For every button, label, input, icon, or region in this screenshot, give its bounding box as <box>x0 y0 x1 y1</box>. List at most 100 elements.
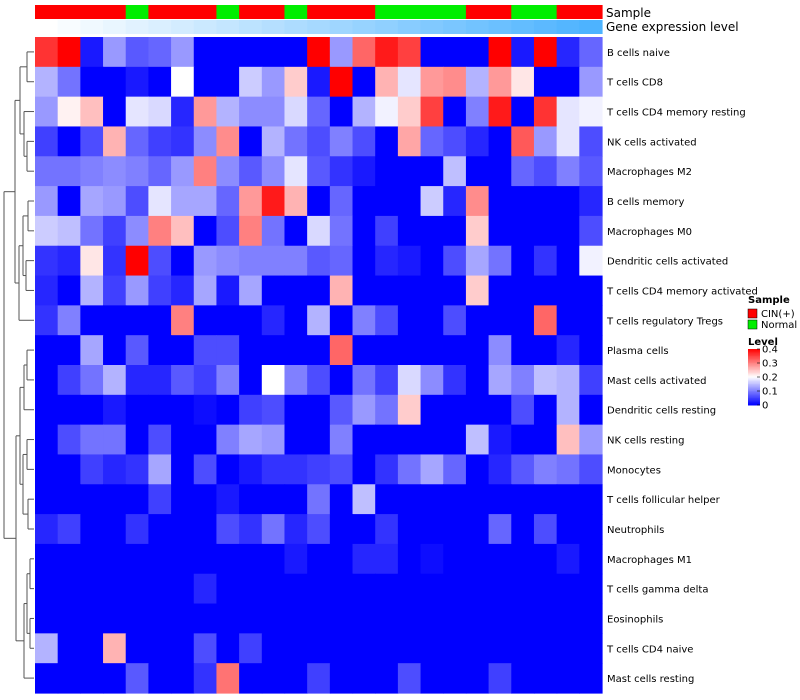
heatmap-cell <box>307 37 331 68</box>
heatmap-cell <box>103 454 127 485</box>
heatmap-cell <box>329 543 354 575</box>
heatmap-cell <box>239 663 263 694</box>
heatmap-cell <box>556 156 580 187</box>
heatmap-cell <box>239 514 263 545</box>
heatmap-cell <box>171 573 195 605</box>
heatmap-cell <box>261 245 286 277</box>
heatmap-cell <box>533 424 558 456</box>
heatmap-cell <box>533 186 558 217</box>
heatmap-cell <box>35 37 59 68</box>
heatmap-cell <box>125 186 149 217</box>
heatmap-cell <box>193 573 218 605</box>
heatmap-cell <box>80 156 104 187</box>
expression-annotation-cell <box>148 20 172 34</box>
heatmap-cell <box>397 603 422 634</box>
heatmap-cell <box>397 215 422 247</box>
heatmap-cell <box>352 305 376 336</box>
heatmap-cell <box>556 37 580 68</box>
sample-annotation-cell <box>533 5 558 19</box>
sample-annotation-cell <box>148 5 172 19</box>
heatmap-cell <box>216 543 240 575</box>
level-legend-tick-label: 0.3 <box>762 359 778 370</box>
heatmap-cell <box>420 186 444 217</box>
heatmap-cell <box>239 573 263 605</box>
heatmap-cell <box>284 156 308 187</box>
heatmap-cell <box>420 335 444 366</box>
level-legend-gradient-step <box>748 358 760 361</box>
sample-annotation-cell <box>193 5 218 19</box>
heatmap-cell <box>465 156 490 187</box>
heatmap-cell <box>329 275 354 306</box>
heatmap-cell <box>261 305 286 336</box>
level-legend-tick-label: 0 <box>762 401 768 412</box>
heatmap-cell <box>216 215 240 247</box>
heatmap-cell <box>103 633 127 664</box>
heatmap-cell <box>216 663 240 694</box>
heatmap-cell <box>352 126 376 157</box>
heatmap-cell <box>307 394 331 426</box>
heatmap-cell <box>239 156 263 187</box>
heatmap-cell <box>125 156 149 187</box>
sample-annotation-label: Sample <box>606 6 651 20</box>
heatmap-cell <box>148 126 172 157</box>
heatmap-cell <box>375 394 399 426</box>
sample-legend-title: Sample <box>748 295 790 306</box>
level-legend-gradient-step <box>748 388 760 391</box>
expression-annotation-cell <box>443 20 467 34</box>
heatmap-cell <box>148 335 172 366</box>
heatmap-cell <box>284 603 308 634</box>
heatmap-cell <box>216 603 240 634</box>
heatmap-cell <box>35 394 59 426</box>
heatmap-cell <box>125 424 149 456</box>
heatmap-cell <box>397 275 422 306</box>
heatmap-cell <box>284 484 308 515</box>
heatmap-cell <box>579 603 603 634</box>
level-legend-gradient-step <box>748 364 760 367</box>
heatmap-cell <box>239 37 263 68</box>
heatmap-cell <box>533 305 558 336</box>
heatmap-cell <box>465 335 490 366</box>
heatmap-cell <box>443 66 467 98</box>
heatmap-cell <box>148 365 172 396</box>
level-legend-gradient-step <box>748 367 760 370</box>
heatmap-cell <box>488 126 512 157</box>
heatmap-cell <box>352 365 376 396</box>
heatmap-cell <box>488 335 512 366</box>
heatmap-cell <box>397 365 422 396</box>
heatmap-cell <box>556 633 580 664</box>
heatmap-cell <box>556 424 580 456</box>
heatmap-cell <box>579 394 603 426</box>
heatmap-cell <box>239 275 263 306</box>
heatmap-cell <box>80 305 104 336</box>
heatmap-cell <box>329 66 354 98</box>
heatmap-cell <box>103 365 127 396</box>
heatmap-cell <box>239 365 263 396</box>
heatmap-cell <box>193 335 218 366</box>
heatmap-cell <box>443 37 467 68</box>
level-legend-gradient-step <box>748 403 760 406</box>
heatmap-cell <box>284 66 308 98</box>
heatmap-cell <box>171 96 195 128</box>
heatmap-cell <box>307 156 331 187</box>
heatmap-cell <box>239 424 263 456</box>
heatmap-cell <box>579 305 603 336</box>
expression-annotation-cell <box>533 20 558 34</box>
heatmap-cell <box>307 663 331 694</box>
heatmap-cell <box>443 603 467 634</box>
heatmap-cell <box>579 37 603 68</box>
heatmap-cell <box>103 394 127 426</box>
heatmap-cell <box>556 543 580 575</box>
heatmap-cell <box>352 573 376 605</box>
expression-annotation-bar <box>35 20 603 34</box>
heatmap-cell <box>171 484 195 515</box>
heatmap-cell <box>307 424 331 456</box>
heatmap-cell <box>103 37 127 68</box>
heatmap-cell <box>239 186 263 217</box>
heatmap-cell <box>511 543 535 575</box>
heatmap-cell <box>171 603 195 634</box>
heatmap-cell <box>35 156 59 187</box>
heatmap-cell <box>239 126 263 157</box>
heatmap-cell <box>171 245 195 277</box>
heatmap-cell <box>216 96 240 128</box>
heatmap-cell <box>307 66 331 98</box>
